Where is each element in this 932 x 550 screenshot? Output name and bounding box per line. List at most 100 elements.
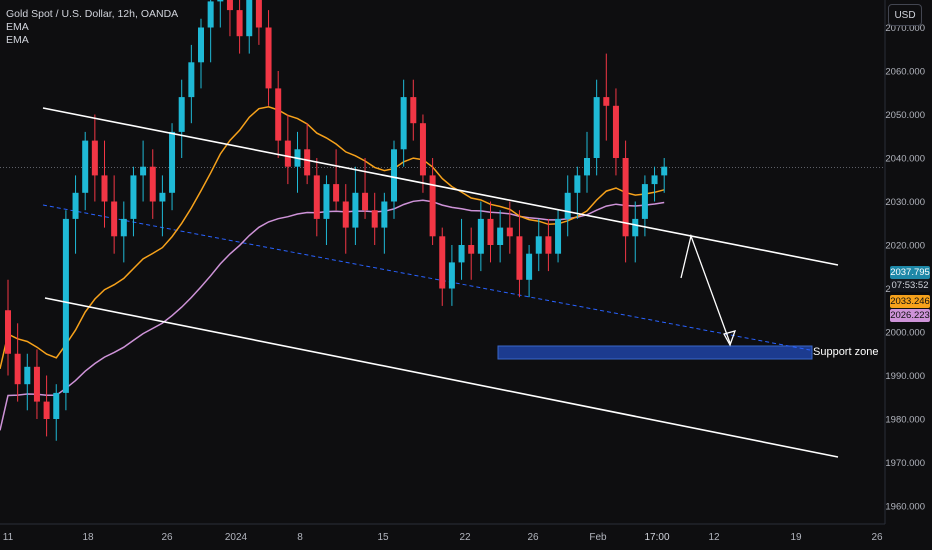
x-tick-label: 19 (790, 532, 802, 543)
candle-up (497, 227, 504, 245)
x-tick-label: Feb (589, 532, 607, 543)
candle-up (477, 218, 484, 254)
candle-down (429, 175, 436, 237)
ema-slow-line (0, 199, 665, 431)
y-tick-label: 1970.000 (885, 458, 925, 469)
y-tick-label: 1960.000 (885, 502, 925, 513)
support-zone-label: Support zone (813, 346, 879, 358)
candle-down (487, 218, 494, 245)
legend-ema-slow: EMA (6, 34, 29, 46)
candle-down (265, 27, 272, 89)
candle-up (632, 218, 639, 237)
candle-down (333, 184, 340, 202)
candle-up (82, 140, 89, 193)
candle-up (198, 27, 204, 63)
candle-up (458, 245, 465, 263)
candle-down (371, 210, 378, 228)
candle-up (584, 158, 590, 176)
candle-up (120, 218, 127, 237)
projection-path (680, 233, 731, 344)
candle-up (448, 262, 455, 289)
candle-down (545, 236, 552, 254)
x-tick-label: 26 (161, 532, 173, 543)
y-tick-label: 1980.000 (885, 415, 925, 426)
x-tick-label: 2024 (225, 532, 248, 543)
candle-down (33, 366, 40, 402)
candle-down (275, 88, 282, 141)
candle-up (391, 149, 397, 202)
channel-lower-line (44, 297, 839, 458)
candle-up (169, 131, 176, 193)
candle-down (506, 227, 513, 237)
x-tick-label: 15 (377, 532, 389, 543)
candle-down (284, 140, 291, 167)
countdown-tag: 07:53:52 (890, 279, 930, 292)
candle-up (526, 253, 533, 280)
candle-down (622, 158, 629, 237)
x-tick-label: 11 (3, 532, 14, 543)
chart-legend: Gold Spot / U.S. Dollar, 12h, OANDA EMA … (6, 8, 178, 47)
last-price-tag: 2037.795 (890, 266, 930, 279)
candle-down (14, 353, 21, 385)
y-tick-label: 2060.000 (885, 67, 925, 78)
candle-up (159, 192, 166, 202)
candle-up (188, 62, 195, 98)
x-tick-label: 8 (297, 532, 303, 543)
candle-up (593, 97, 600, 158)
candle-down (313, 175, 320, 219)
x-crosshair-label: 17:00 (644, 532, 669, 543)
candle-down (362, 192, 369, 211)
candle-up (207, 1, 214, 28)
candle-down (5, 310, 11, 354)
candle-down (43, 401, 50, 419)
ema-slow-tag: 2026.223 (890, 309, 930, 322)
candle-down (111, 201, 118, 237)
y-tick-label: 1990.000 (885, 371, 925, 382)
channel-upper-line (42, 107, 839, 266)
candle-up (574, 175, 581, 193)
candle-up (661, 166, 668, 176)
candle-down (410, 97, 417, 124)
candle-up (217, 0, 224, 2)
x-tick-label: 12 (708, 532, 720, 543)
candle-down (342, 201, 349, 228)
candle-down (516, 236, 523, 280)
candle-down (236, 10, 243, 37)
y-tick-label: 2050.000 (885, 110, 925, 121)
candle-down (468, 245, 475, 254)
ema-fast-line (0, 106, 665, 370)
support-zone-box (497, 345, 813, 360)
candle-down (603, 97, 610, 106)
x-tick-label: 26 (527, 532, 539, 543)
candle-up (178, 97, 185, 132)
candle-up (641, 184, 648, 219)
candle-up (323, 184, 330, 219)
currency-button[interactable]: USD (888, 4, 922, 26)
candle-down (255, 0, 262, 28)
candle-up (140, 166, 147, 176)
candle-down (101, 175, 108, 202)
candle-up (72, 192, 79, 219)
candle-down (304, 149, 311, 176)
candle-down (439, 236, 446, 289)
x-tick-label: 22 (459, 532, 471, 543)
candle-down (612, 105, 619, 158)
candle-up (535, 236, 542, 254)
candle-up (400, 97, 407, 150)
candle-up (651, 175, 658, 185)
projection-arrowhead (723, 330, 737, 347)
legend-ema-fast: EMA (6, 21, 29, 33)
candle-up (53, 392, 60, 419)
candle-up (352, 192, 359, 228)
candle-up (130, 175, 137, 219)
y-tick-label: 2000.000 (885, 328, 925, 339)
candle-up (564, 192, 571, 219)
candle-up (24, 366, 31, 385)
legend-symbol: Gold Spot / U.S. Dollar, 12h, OANDA (6, 8, 179, 20)
candle-down (226, 0, 233, 11)
candle-down (419, 123, 426, 176)
y-tick-label: 2030.000 (885, 197, 925, 208)
y-tick-label: 2040.000 (885, 154, 925, 165)
